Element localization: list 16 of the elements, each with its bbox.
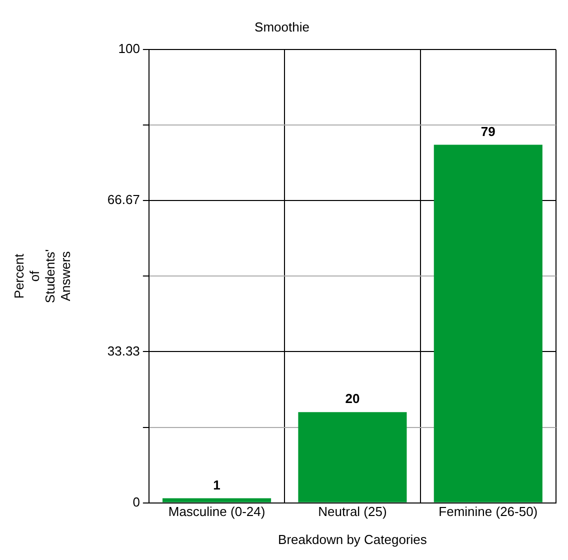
x-tick-label: Feminine (26-50) bbox=[438, 504, 538, 520]
chart-title: Smoothie bbox=[254, 19, 310, 34]
x-tick-label: Neutral (25) bbox=[318, 504, 387, 520]
x-tick-label: Masculine (0-24) bbox=[168, 504, 266, 520]
bar bbox=[298, 412, 407, 502]
y-tick-label: 33.33 bbox=[107, 343, 140, 358]
bar bbox=[162, 498, 272, 502]
y-tick-label: 66.67 bbox=[107, 192, 140, 208]
y-tick-label: 100 bbox=[118, 41, 140, 56]
data-label: 79 bbox=[480, 124, 496, 139]
y-tick-label: 0 bbox=[132, 494, 140, 510]
data-label: 20 bbox=[345, 391, 360, 406]
y-axis-title: Percent of Students' Answers bbox=[11, 249, 74, 304]
bar bbox=[434, 144, 542, 502]
x-axis-title: Breakdown by Categories bbox=[278, 532, 428, 547]
data-label: 1 bbox=[213, 477, 220, 492]
